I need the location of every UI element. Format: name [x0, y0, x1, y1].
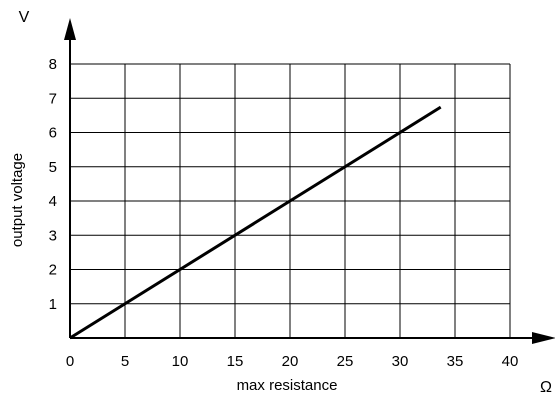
y-axis-title: output voltage [9, 153, 26, 247]
series-line [69, 105, 442, 340]
x-unit-label: Ω [540, 379, 552, 393]
y-tick-label: 4 [49, 193, 57, 210]
x-tick-label: 25 [337, 353, 354, 370]
y-tick-label: 1 [49, 296, 57, 313]
y-tick-labels: 1 2 3 4 5 6 7 8 [49, 56, 57, 313]
y-tick-label: 8 [49, 56, 57, 73]
x-tick-label: 35 [447, 353, 464, 370]
x-tick-labels: 0 5 10 15 20 25 30 35 40 [66, 353, 519, 370]
y-unit-label: V [19, 9, 30, 26]
x-axis-title: max resistance [237, 377, 338, 393]
y-tick-label: 6 [49, 125, 57, 142]
x-tick-label: 40 [502, 353, 519, 370]
axes [64, 18, 555, 344]
x-tick-label: 15 [227, 353, 244, 370]
y-axis-arrow [64, 18, 76, 40]
x-tick-label: 10 [172, 353, 189, 370]
series-layer [69, 105, 442, 340]
y-tick-label: 5 [49, 159, 57, 176]
x-tick-label: 5 [121, 353, 129, 370]
y-tick-label: 7 [49, 90, 57, 107]
x-tick-label: 20 [282, 353, 299, 370]
x-tick-label: 30 [392, 353, 409, 370]
y-tick-label: 2 [49, 262, 57, 279]
y-tick-label: 3 [49, 227, 57, 244]
grid [70, 63, 511, 338]
x-tick-label: 0 [66, 353, 74, 370]
x-axis-arrow [532, 332, 555, 344]
